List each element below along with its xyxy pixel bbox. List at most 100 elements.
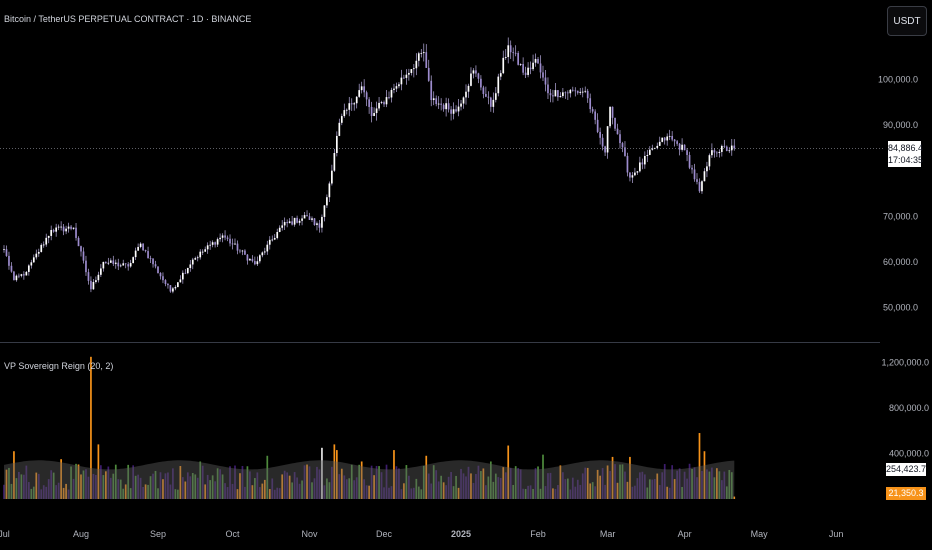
volume-bar [559, 465, 562, 499]
candle-body [95, 280, 97, 283]
candle-body [117, 262, 120, 267]
volume-bar [552, 488, 554, 499]
candle-body [519, 64, 522, 65]
candle-body [100, 268, 102, 275]
candle-body [579, 91, 582, 93]
volume-bar [266, 455, 269, 499]
candle-body [42, 244, 45, 246]
volume-bar [261, 483, 264, 499]
candle-body [472, 70, 475, 74]
price-tick-label: 60,000.0 [883, 257, 918, 267]
volume-bar [566, 478, 569, 499]
volume-bar [149, 476, 152, 499]
time-tick-label: Dec [376, 529, 393, 539]
candle-body [410, 69, 413, 73]
volume-bar [686, 478, 688, 499]
volume-bar [457, 487, 460, 499]
volume-bar [47, 479, 50, 499]
volume-bar [224, 483, 226, 499]
volume-bar [676, 470, 678, 499]
volume-bar [201, 465, 204, 499]
candle-body [442, 104, 445, 110]
volume-bar [308, 466, 311, 499]
candle-body [313, 218, 316, 225]
candle-body [204, 249, 207, 252]
candle-body [199, 251, 202, 258]
volume-bar [648, 479, 651, 499]
volume-bar [345, 479, 348, 499]
volume-bar [412, 487, 415, 499]
candle-body [345, 109, 348, 111]
volume-bar [23, 474, 25, 499]
volume-bar [186, 472, 189, 499]
candle-body [514, 52, 517, 54]
volume-bar [601, 468, 604, 499]
volume-bar [62, 487, 65, 499]
volume-bar [181, 477, 184, 499]
volume-bar [432, 465, 435, 499]
volume-bar [571, 477, 574, 499]
candle-body [343, 110, 346, 117]
volume-bar [445, 485, 447, 499]
currency-button[interactable]: USDT [887, 6, 927, 36]
volume-bar [435, 470, 438, 499]
volume-bar [321, 447, 323, 499]
volume-bar [678, 468, 681, 499]
candle-body [286, 222, 289, 224]
candle-body [718, 151, 721, 153]
volume-bar [450, 472, 452, 499]
candle-body [492, 99, 495, 107]
candle-body [626, 155, 629, 173]
volume-bar [619, 464, 621, 499]
volume-bar [425, 455, 428, 499]
volume-bar [586, 467, 589, 499]
volume-bar [708, 471, 711, 499]
volume-bar [395, 466, 398, 499]
candle-body [544, 77, 547, 85]
volume-bar [557, 485, 559, 499]
volume-bar [460, 468, 462, 499]
candle-body [306, 215, 308, 217]
volume-bar [497, 477, 500, 499]
volume-bar [234, 465, 236, 499]
candle-body [693, 169, 696, 180]
volume-bar [462, 473, 465, 499]
volume-bar [671, 465, 674, 499]
volume-bar [273, 489, 276, 499]
candle-body [355, 96, 358, 104]
volume-bar [472, 482, 475, 499]
candle-body [55, 227, 58, 232]
volume-bar [718, 471, 721, 499]
volume-bar [519, 469, 522, 499]
candle-body [326, 197, 328, 206]
volume-bar [194, 474, 197, 499]
candle-body [291, 221, 293, 225]
volume-bar [142, 486, 144, 499]
volume-bar [102, 475, 105, 499]
candle-body [375, 108, 378, 114]
indicator-title[interactable]: VP Sovereign Reign (20, 2) [4, 361, 114, 371]
volume-bar [532, 488, 534, 499]
candle-body [601, 137, 604, 147]
volume-bar [514, 466, 517, 499]
candle-body [457, 106, 460, 112]
candle-body [251, 258, 254, 262]
volume-bar [606, 465, 609, 499]
candle-body [624, 147, 626, 156]
time-tick-label: Oct [226, 529, 241, 539]
candle-body [338, 122, 341, 136]
candle-body [236, 243, 239, 251]
volume-bar [701, 470, 703, 499]
candle-body [559, 96, 562, 98]
candle-body [509, 45, 512, 53]
candle-body [132, 257, 135, 264]
candle-body [636, 171, 639, 173]
volume-bar [512, 484, 515, 499]
candle-body [643, 156, 646, 165]
volume-bar [313, 478, 316, 499]
candle-body [566, 92, 569, 94]
candle-body [701, 181, 703, 192]
volume-bar [328, 482, 331, 499]
volume-bar [554, 488, 557, 499]
